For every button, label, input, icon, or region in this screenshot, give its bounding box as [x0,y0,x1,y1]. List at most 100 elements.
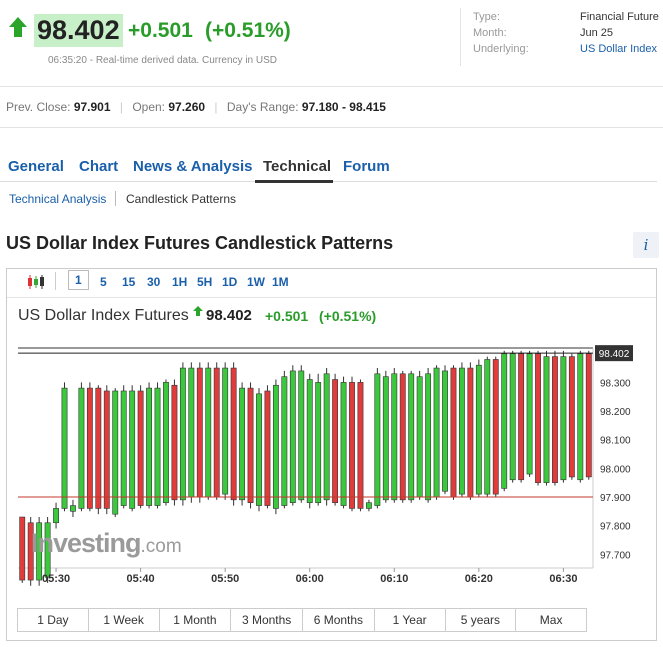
candle-body [196,367,203,498]
candle-body [281,376,288,506]
stats-row: Prev. Close: 97.901 | Open: 97.260 | Day… [6,100,386,114]
tab-chart[interactable]: Chart [79,158,119,175]
candle-body [19,516,26,581]
candle-body [315,382,322,504]
tab-news-analysis[interactable]: News & Analysis [133,158,253,175]
candle-body [289,370,296,504]
timeframe-1m[interactable]: 1M [272,275,289,289]
subtab-technical-analysis[interactable]: Technical Analysis [9,192,107,206]
range-1-week[interactable]: 1 Week [89,609,160,631]
candle-body [484,359,491,495]
range-selector: 1 Day 1 Week 1 Month 3 Months 6 Months 1… [17,608,587,632]
candle-body [205,367,212,498]
tab-general[interactable]: General [8,158,64,175]
candle-body [95,387,102,509]
candle-body [137,390,144,506]
candle-body [222,367,229,495]
candle-body [213,367,220,498]
candle-body [154,387,161,506]
quote-change-pct: (+0.51%) [205,19,291,42]
chart-change-pct: (+0.51%) [319,308,377,324]
candle-body [53,508,59,524]
candle-body [120,390,127,506]
candle-body [416,376,423,498]
tab-forum[interactable]: Forum [343,158,390,175]
candle-body [568,356,575,478]
watermark-suffix: .com [140,536,182,557]
timeframe-1[interactable]: 1 [68,270,89,290]
range-1-year[interactable]: 1 Year [375,609,446,631]
candle-body [577,353,584,481]
candle-body [560,356,567,481]
timeframe-1w[interactable]: 1W [247,275,265,289]
y-tick-label: 97.900 [600,493,631,504]
candle-body [509,353,516,481]
candle-body [442,370,448,492]
x-tick-label: 06:20 [465,573,493,585]
toolbar-divider [55,272,56,290]
range-max[interactable]: Max [539,613,563,627]
underlying-link[interactable]: US Dollar Index [580,43,658,55]
timeframe-1d[interactable]: 1D [222,275,238,289]
last-price-label: 98.402 [599,349,630,360]
candle-body [230,367,237,501]
candle-body [501,353,508,489]
candle-body [36,522,43,581]
detail-value-type: Financial Future [580,11,659,23]
range-5-years[interactable]: 5 years [446,609,517,631]
candle-body [408,373,415,501]
candle-body [535,353,541,483]
range-1-day[interactable]: 1 Day [18,609,89,631]
x-tick-label: 05:50 [211,573,239,585]
candle-body [357,382,364,509]
candle-body [61,387,68,509]
arrow-up-icon [193,306,203,316]
chart-price: 98.402 [206,307,252,324]
candle-body [585,353,592,478]
info-icon[interactable]: i [633,232,659,258]
candle-body [171,384,178,501]
candlestick-chart[interactable]: 98.300 98.200 98.100 98.000 97.900 97.800 97.7… [0,330,663,590]
investing-watermark-logo: Investing.com [31,528,182,559]
candle-body [391,373,398,501]
range-3-months[interactable]: 3 Months [231,609,303,631]
arrow-up-icon [9,17,27,37]
x-tick-label: 05:30 [42,573,70,585]
open-label: Open: [132,100,166,114]
timeframe-30[interactable]: 30 [147,275,161,289]
candlestick-chart-icon[interactable] [26,274,46,290]
timeframe-1h[interactable]: 1H [172,275,188,289]
timeframe-5[interactable]: 5 [100,275,107,289]
section-title: US Dollar Index Futures Candlestick Patt… [6,233,394,253]
tab-technical[interactable]: Technical [263,158,332,175]
watermark-brand: Investing [31,528,142,558]
candle-body [552,356,558,483]
y-tick-label: 97.700 [600,550,631,561]
prev-close-label: Prev. Close: [6,100,71,114]
candle-body [492,359,499,495]
subtab-candlestick-patterns[interactable]: Candlestick Patterns [126,192,237,206]
candle-body [78,387,85,509]
candle-body [264,390,271,506]
range-6-months[interactable]: 6 Months [303,609,375,631]
open-value: 97.260 [168,100,206,114]
candle-body [129,390,136,509]
detail-key-underlying: Underlying: [473,43,529,55]
range-1-month[interactable]: 1 Month [160,609,232,631]
y-tick-label: 97.800 [600,522,631,533]
candle-body [44,522,51,578]
details-panel: Type: Financial Future Month: Jun 25 Under… [473,11,663,59]
candle-body [163,382,169,504]
candle-body [543,356,550,483]
candle-body [247,387,254,504]
day-range-value: 97.180 - 98.415 [301,100,386,114]
candle-body [399,373,406,501]
quote-price: 98.402 [34,14,123,47]
timeframe-5h[interactable]: 5H [197,275,213,289]
timeframe-15[interactable]: 15 [122,275,136,289]
candle-body [256,393,262,506]
candle-body [179,367,186,501]
x-tick-label: 06:30 [549,573,577,585]
candle-body [340,382,347,506]
subtab-divider [115,191,116,206]
